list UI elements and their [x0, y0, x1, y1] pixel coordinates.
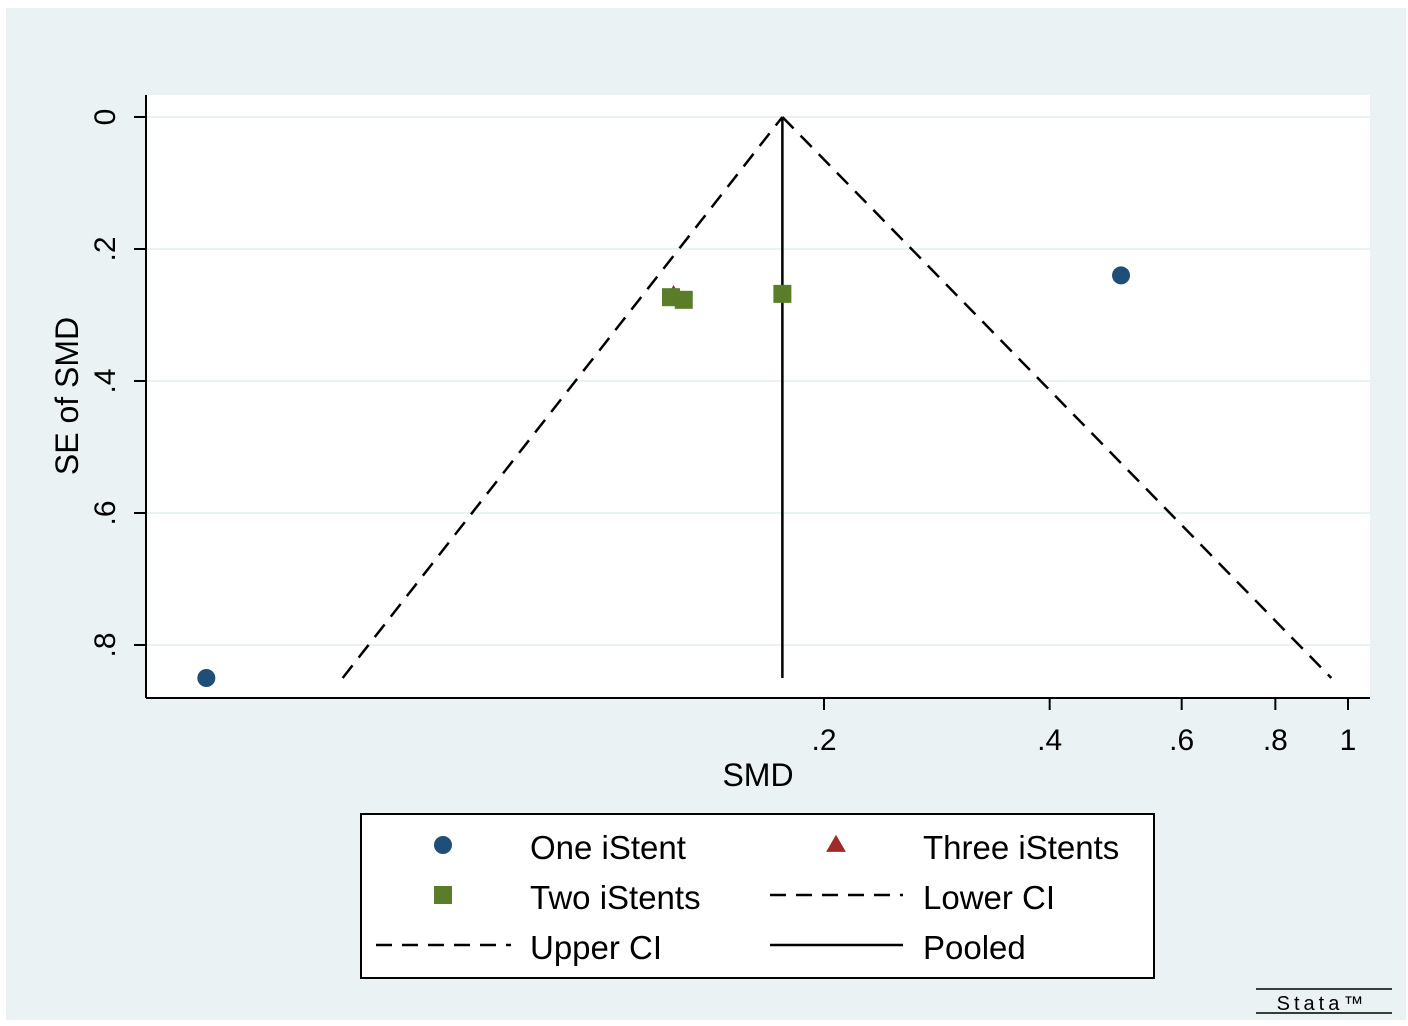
x-axis-label: SMD [722, 757, 793, 793]
x-tick-label: 1 [1340, 724, 1357, 757]
y-tick-label: .8 [89, 632, 122, 657]
legend-one-istent-label: One iStent [530, 829, 686, 866]
y-tick-label: .6 [89, 500, 122, 525]
ci-lines [341, 116, 1333, 679]
grid-lines [146, 116, 1370, 646]
point-one-istent [1112, 266, 1131, 285]
legend-pooled-label: Pooled [923, 929, 1026, 966]
legend-two-istents-label: Two iStents [530, 879, 701, 916]
y-tick-label: 0 [89, 109, 122, 126]
y-ticks: 0 .2 .4 .6 .8 [89, 109, 146, 658]
x-tick-label: .6 [1169, 724, 1194, 757]
y-tick-label: .2 [89, 236, 122, 261]
point-two-istents [674, 290, 693, 309]
lower-ci-line [341, 116, 784, 679]
axes [145, 95, 1370, 699]
legend-three-istents-swatch [826, 834, 846, 852]
x-tick-label: .8 [1263, 724, 1288, 757]
upper-ci-line [781, 116, 1333, 679]
legend: One iStent Three iStents Two iStents Lower … [360, 813, 1155, 979]
legend-one-istent-swatch [434, 836, 452, 854]
legend-upper-ci-label: Upper CI [530, 929, 662, 966]
y-tick-label: .4 [89, 368, 122, 393]
x-tick-label: .2 [811, 724, 836, 757]
legend-three-istents-label: Three iStents [923, 829, 1119, 866]
legend-lower-ci-label: Lower CI [923, 879, 1055, 916]
data-points [197, 266, 1131, 687]
legend-box [360, 813, 1155, 979]
stata-logo: Stata™ [1256, 988, 1392, 1015]
x-tick-label: .4 [1037, 724, 1062, 757]
point-two-istents [773, 284, 792, 303]
plot-area [146, 95, 1370, 698]
legend-two-istents-swatch [434, 886, 452, 904]
stata-logo-text: Stata™ [1277, 993, 1368, 1015]
point-one-istent [197, 669, 216, 687]
y-axis-label: SE of SMD [49, 317, 85, 475]
x-ticks: .2 .4 .6 .8 1 [811, 698, 1356, 757]
